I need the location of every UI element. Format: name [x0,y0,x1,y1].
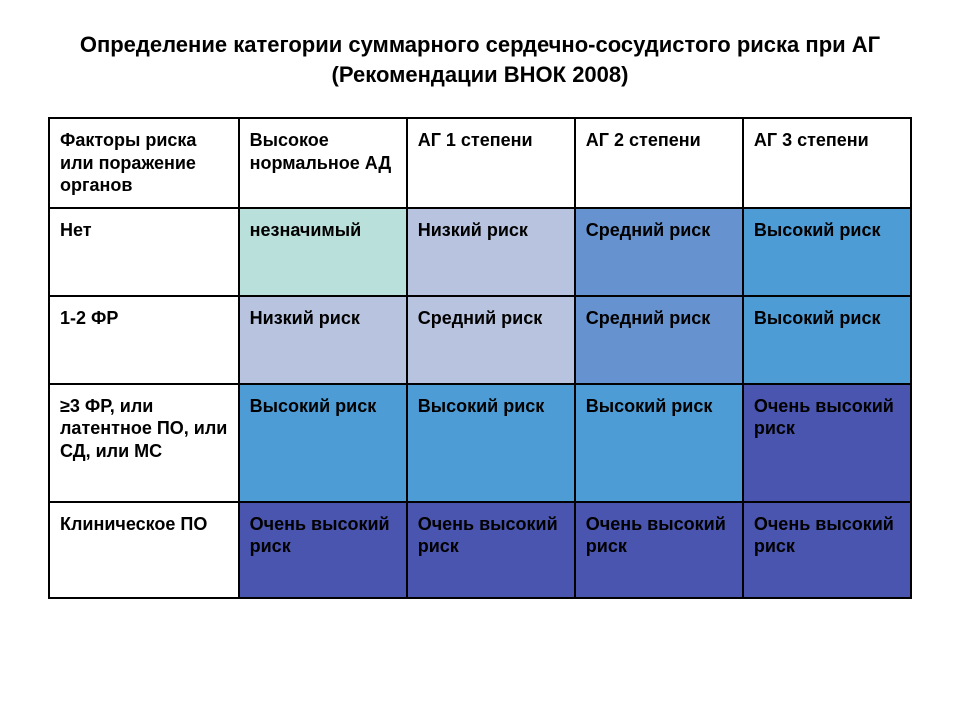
table-cell: Высокий риск [239,384,407,502]
table-header-cell: АГ 3 степени [743,118,911,208]
risk-table: Факторы риска или поражение органовВысок… [48,117,912,599]
table-row: Клиническое ПООчень высокий рискОчень вы… [49,502,911,598]
slide-container: Определение категории суммарного сердечн… [0,0,960,720]
table-cell: Очень высокий риск [575,502,743,598]
table-cell: Средний риск [575,296,743,384]
table-cell: Средний риск [575,208,743,296]
table-cell: 1-2 ФР [49,296,239,384]
table-header-cell: АГ 1 степени [407,118,575,208]
table-cell: Очень высокий риск [407,502,575,598]
table-row: 1-2 ФРНизкий рискСредний рискСредний рис… [49,296,911,384]
table-cell: Очень высокий риск [239,502,407,598]
table-cell: Нет [49,208,239,296]
table-cell: Очень высокий риск [743,502,911,598]
table-row: НетнезначимыйНизкий рискСредний рискВысо… [49,208,911,296]
table-header-row: Факторы риска или поражение органовВысок… [49,118,911,208]
table-cell: незначимый [239,208,407,296]
slide-title: Определение категории суммарного сердечн… [48,30,912,89]
table-cell: Низкий риск [239,296,407,384]
table-cell: Очень высокий риск [743,384,911,502]
table-cell: Высокий риск [575,384,743,502]
table-cell: Клиническое ПО [49,502,239,598]
table-header-cell: Высокое нормальное АД [239,118,407,208]
table-cell: Средний риск [407,296,575,384]
table-cell: Высокий риск [743,208,911,296]
table-cell: Высокий риск [743,296,911,384]
table-header-cell: Факторы риска или поражение органов [49,118,239,208]
table-header-cell: АГ 2 степени [575,118,743,208]
table-cell: ≥3 ФР, или латентное ПО, или СД, или МС [49,384,239,502]
table-row: ≥3 ФР, или латентное ПО, или СД, или МСВ… [49,384,911,502]
table-cell: Высокий риск [407,384,575,502]
table-cell: Низкий риск [407,208,575,296]
